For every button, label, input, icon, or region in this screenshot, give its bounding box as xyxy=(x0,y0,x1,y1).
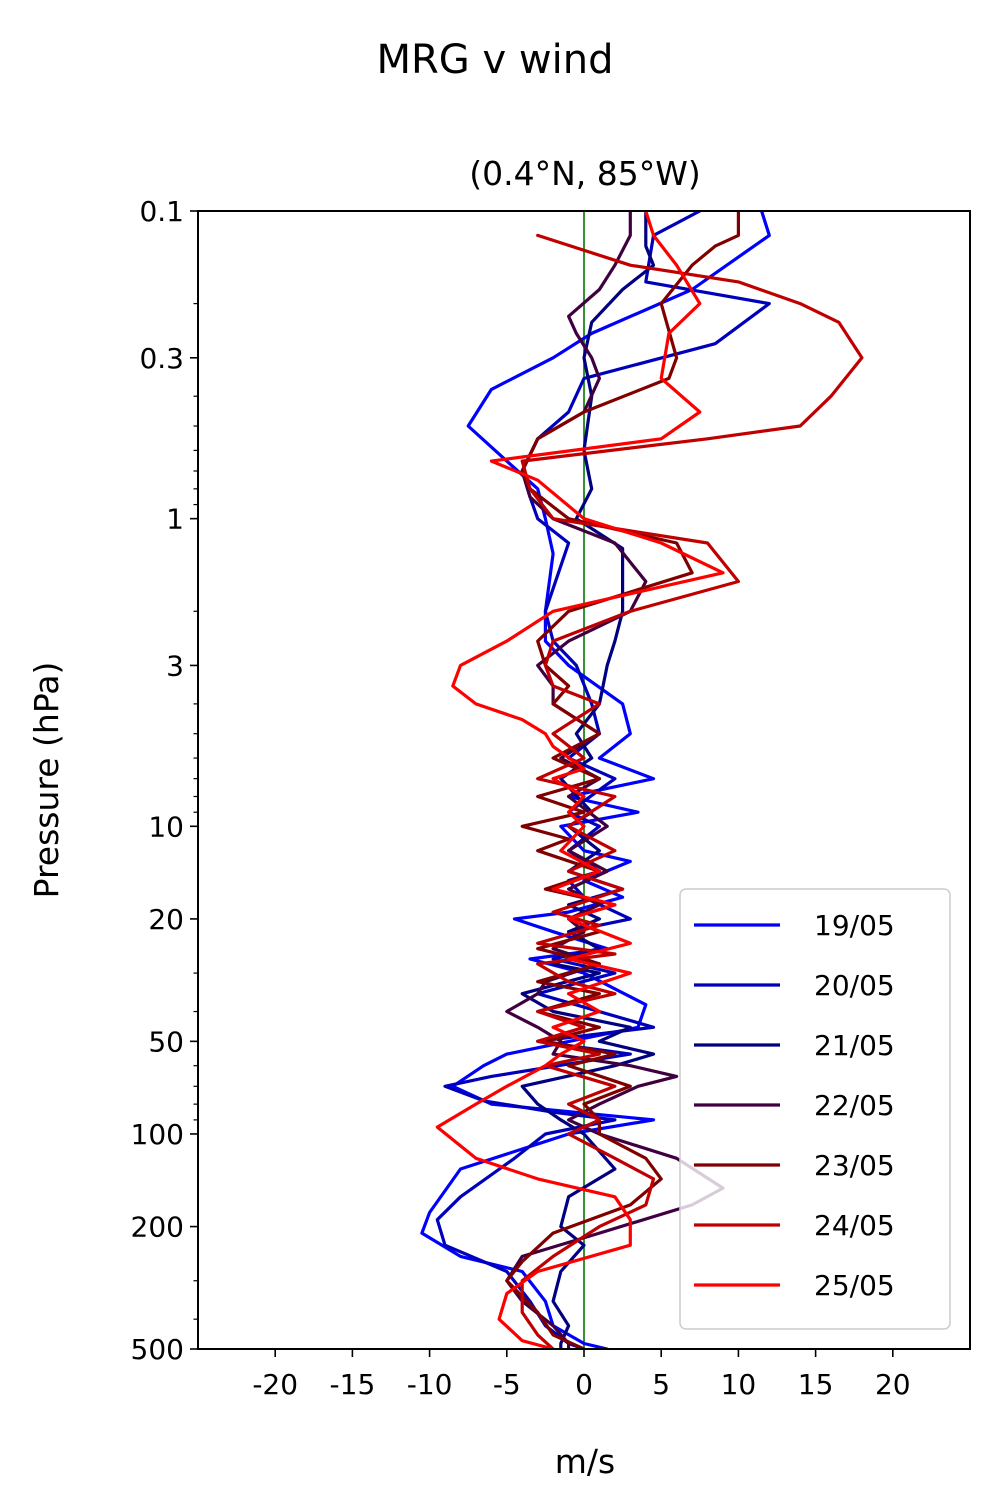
x-tick-label: -20 xyxy=(252,1368,298,1401)
series-line-25-05 xyxy=(435,211,725,1349)
y-tick-label: 1 xyxy=(166,503,184,536)
y-tick-label: 0.1 xyxy=(139,195,184,228)
legend-label: 22/05 xyxy=(814,1089,895,1122)
y-tick-label: 200 xyxy=(131,1211,184,1244)
x-tick-label: 0 xyxy=(575,1368,593,1401)
legend-box xyxy=(679,888,951,1330)
legend-label: 20/05 xyxy=(814,969,895,1002)
series-line-24-05 xyxy=(520,233,864,1349)
x-tick-label: 10 xyxy=(721,1368,757,1401)
y-tick-label: 3 xyxy=(166,649,184,682)
series-line-19-05 xyxy=(420,211,771,1349)
plot-frame xyxy=(197,210,971,1350)
y-tick-label: 10 xyxy=(148,810,184,843)
y-tick-label: 20 xyxy=(148,903,184,936)
legend-label: 21/05 xyxy=(814,1029,895,1062)
legend-label: 19/05 xyxy=(814,909,895,942)
legend: 19/05 20/05 21/05 22/05 23/05 24/05 25/05 xyxy=(679,888,951,1330)
x-tick-label: 20 xyxy=(875,1368,911,1401)
y-tick-label: 0.3 xyxy=(139,342,184,375)
x-tick-label: -10 xyxy=(407,1368,453,1401)
plot-area xyxy=(420,211,864,1349)
chart-title: MRG v wind xyxy=(377,37,614,83)
series-line-21-05 xyxy=(520,211,656,1349)
x-tick-label: -5 xyxy=(493,1368,521,1401)
y-tick-label: 500 xyxy=(131,1333,184,1366)
x-tick-label: -15 xyxy=(330,1368,376,1401)
chart-subtitle: (0.4°N, 85°W) xyxy=(469,154,701,193)
y-tick-label: 100 xyxy=(131,1118,184,1151)
x-tick-label: 5 xyxy=(652,1368,670,1401)
legend-label: 23/05 xyxy=(814,1149,895,1182)
legend-label: 25/05 xyxy=(814,1269,895,1302)
y-tick-label: 50 xyxy=(148,1025,184,1058)
y-axis-label: Pressure (hPa) xyxy=(27,662,66,899)
x-axis-label: m/s xyxy=(555,1442,615,1481)
legend-label: 24/05 xyxy=(814,1209,895,1242)
x-tick-label: 15 xyxy=(798,1368,834,1401)
y-axis-ticks: 0.1 0.3 1 3 10 20 50 100 200 500 xyxy=(131,195,198,1366)
x-axis-ticks: -20 -15 -10 -5 0 5 10 15 20 xyxy=(252,1349,911,1401)
